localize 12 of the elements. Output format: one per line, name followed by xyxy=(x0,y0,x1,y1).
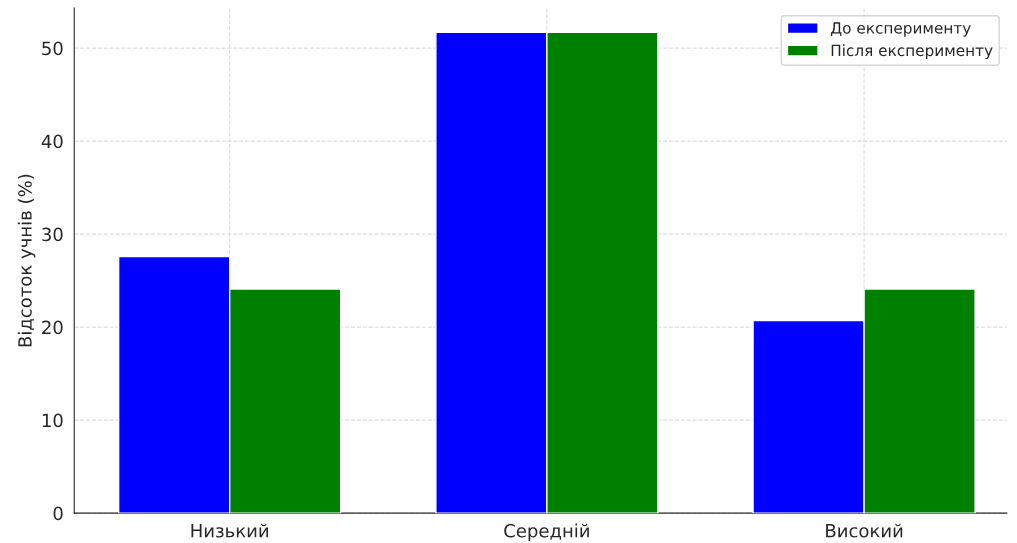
y-tick-label: 40 xyxy=(41,134,63,149)
legend-label: До експерименту xyxy=(830,22,971,37)
y-tick-label: 50 xyxy=(42,41,63,56)
y-tick-label: 0 xyxy=(53,506,63,521)
legend-label: Після експерименту xyxy=(831,44,993,60)
y-tick-label: 30 xyxy=(42,227,63,242)
x-tick-label: Середній xyxy=(504,523,589,542)
x-tick-label: Високий xyxy=(826,523,903,538)
y-tick-label: 10 xyxy=(42,413,63,428)
x-tick-label: Низький xyxy=(191,523,268,538)
y-axis-title: Відсоток учнів (%) xyxy=(17,174,36,347)
y-tick-label: 20 xyxy=(42,320,63,335)
